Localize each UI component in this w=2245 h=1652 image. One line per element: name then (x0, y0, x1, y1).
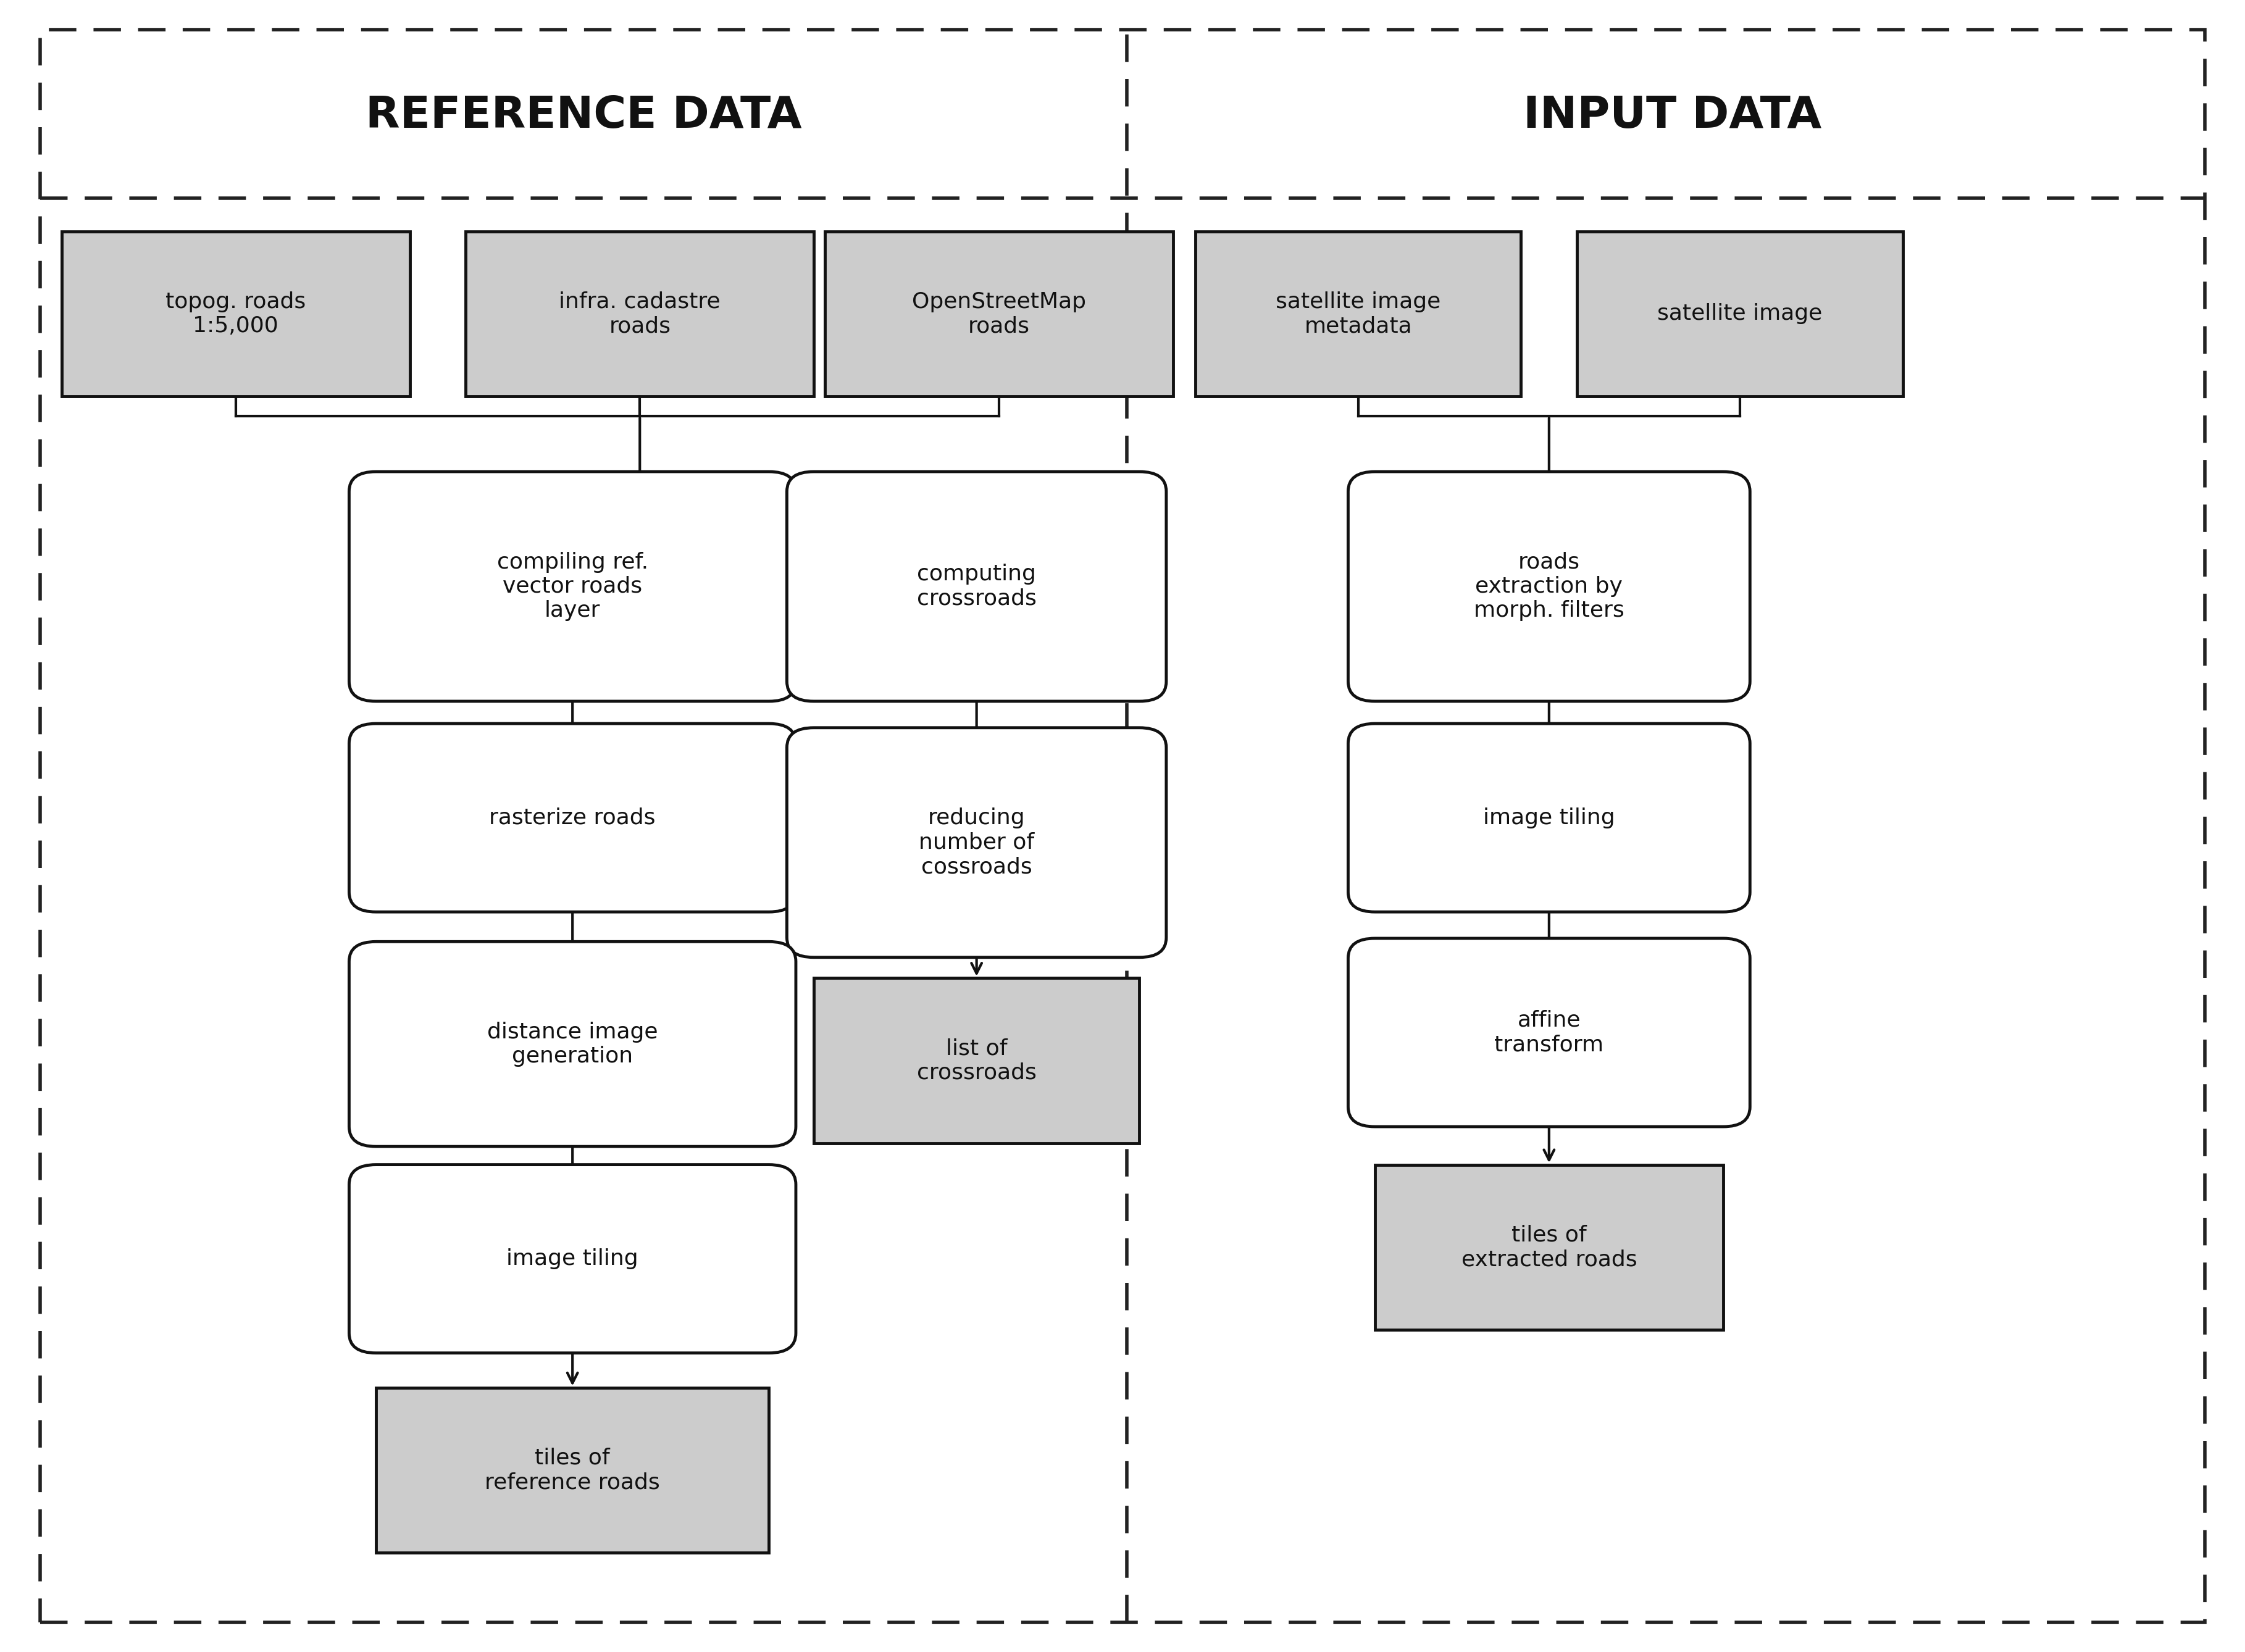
FancyBboxPatch shape (350, 942, 795, 1146)
Text: image tiling: image tiling (1484, 808, 1614, 828)
FancyBboxPatch shape (61, 231, 409, 396)
Text: tiles of
reference roads: tiles of reference roads (485, 1447, 660, 1493)
Text: compiling ref.
vector roads
layer: compiling ref. vector roads layer (496, 552, 649, 621)
Text: topog. roads
1:5,000: topog. roads 1:5,000 (166, 291, 305, 337)
Text: OpenStreetMap
roads: OpenStreetMap roads (911, 291, 1087, 337)
FancyBboxPatch shape (1194, 231, 1520, 396)
FancyBboxPatch shape (1374, 1165, 1722, 1330)
FancyBboxPatch shape (786, 472, 1167, 702)
Text: reducing
number of
cossroads: reducing number of cossroads (918, 808, 1035, 877)
Text: affine
transform: affine transform (1495, 1009, 1603, 1056)
FancyBboxPatch shape (465, 231, 813, 396)
Text: computing
crossroads: computing crossroads (916, 563, 1037, 610)
FancyBboxPatch shape (1347, 724, 1749, 912)
FancyBboxPatch shape (1347, 938, 1749, 1127)
Text: satellite image: satellite image (1657, 304, 1823, 324)
Text: distance image
generation: distance image generation (487, 1021, 658, 1067)
Text: infra. cadastre
roads: infra. cadastre roads (559, 291, 721, 337)
FancyBboxPatch shape (786, 729, 1167, 958)
FancyBboxPatch shape (350, 724, 795, 912)
FancyBboxPatch shape (350, 1165, 795, 1353)
FancyBboxPatch shape (350, 472, 795, 702)
Text: list of
crossroads: list of crossroads (916, 1037, 1037, 1084)
Text: INPUT DATA: INPUT DATA (1524, 94, 1821, 137)
Text: roads
extraction by
morph. filters: roads extraction by morph. filters (1473, 552, 1625, 621)
Text: image tiling: image tiling (507, 1249, 638, 1269)
FancyBboxPatch shape (813, 978, 1138, 1143)
Text: REFERENCE DATA: REFERENCE DATA (366, 94, 801, 137)
FancyBboxPatch shape (377, 1388, 768, 1553)
Text: rasterize roads: rasterize roads (489, 808, 656, 828)
Text: satellite image
metadata: satellite image metadata (1275, 291, 1441, 337)
FancyBboxPatch shape (1576, 231, 1904, 396)
Text: tiles of
extracted roads: tiles of extracted roads (1461, 1224, 1637, 1270)
FancyBboxPatch shape (826, 231, 1172, 396)
FancyBboxPatch shape (1347, 472, 1749, 702)
